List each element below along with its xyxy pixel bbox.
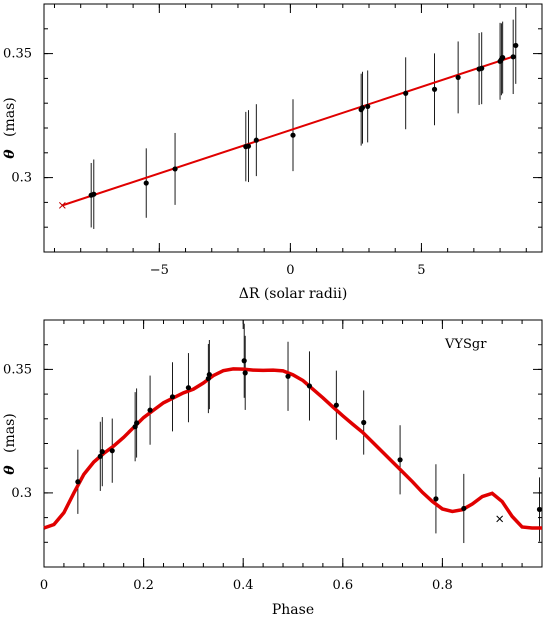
star-name-annotation: VYSgr	[444, 337, 487, 352]
top-rejected-point-group	[58, 202, 66, 209]
top-y-axis-title: θ (mas)	[2, 97, 18, 159]
data-point	[290, 132, 296, 138]
data-point	[205, 375, 211, 382]
data-point	[253, 137, 259, 143]
bottom-data-points	[75, 358, 543, 513]
data-point	[333, 402, 339, 408]
bottom-model-curve-group	[43, 367, 542, 530]
x-tick-label: −5	[150, 263, 169, 278]
data-point	[143, 180, 149, 186]
data-point	[172, 166, 178, 172]
data-point	[433, 496, 439, 502]
bottom-y-axis-symbol: θ	[2, 465, 18, 475]
y-tick-label: 0.3	[11, 171, 32, 186]
rejected-point-stroke-b	[58, 202, 66, 209]
top-data-points	[88, 42, 519, 198]
y-tick-label: 0.35	[3, 362, 32, 377]
top-tick-labels: −5 0 5 0.3 0.35	[3, 47, 426, 278]
data-point	[306, 383, 313, 389]
data-point	[513, 42, 519, 49]
data-point	[99, 449, 105, 455]
data-point	[75, 479, 81, 485]
data-point	[97, 453, 103, 459]
x-tick-label: 0.4	[233, 578, 254, 593]
rejected-point-stroke-b	[496, 515, 504, 523]
data-point	[169, 394, 176, 400]
data-point	[500, 54, 506, 61]
top-fit-line-group	[62, 55, 514, 207]
x-tick-label: 5	[417, 263, 425, 278]
top-x-axis-title: ΔR (solar radii)	[239, 286, 348, 302]
data-point	[91, 191, 97, 197]
panel-top: −5 0 5 0.3 0.35 ΔR (solar radii) θ (mas)	[2, 3, 543, 302]
data-point	[431, 86, 438, 92]
data-point	[147, 407, 153, 413]
data-point	[455, 74, 461, 81]
top-y-axis-unit: (mas)	[2, 97, 18, 137]
bottom-y-axis-title: θ (mas)	[2, 413, 18, 475]
data-point	[241, 358, 247, 364]
data-point	[397, 457, 403, 463]
bottom-rejected-point-group	[496, 515, 504, 523]
data-point	[109, 448, 115, 454]
x-tick-label: 0.6	[332, 578, 353, 593]
x-tick-label: 0	[40, 578, 48, 593]
data-point	[365, 103, 371, 110]
data-point	[245, 143, 252, 149]
data-point	[242, 370, 248, 376]
bottom-y-axis-unit: (mas)	[2, 413, 18, 453]
bottom-error-bars	[77, 323, 540, 544]
top-error-bars	[90, 6, 517, 229]
data-point	[134, 420, 140, 426]
y-tick-label: 0.3	[11, 486, 32, 501]
x-tick-label: 0.2	[133, 578, 154, 593]
data-point	[461, 505, 467, 512]
data-point	[206, 371, 212, 378]
pulsation-model-curve	[43, 367, 542, 530]
bottom-tick-labels: 0 0.2 0.4 0.6 0.8 0.3 0.35	[3, 362, 453, 593]
panel-bottom: 0 0.2 0.4 0.6 0.8 0.3 0.35 VYSgr Phase θ (mas)	[2, 319, 543, 618]
data-point	[403, 90, 409, 96]
x-tick-label: 0	[286, 263, 294, 278]
data-point	[479, 65, 485, 71]
data-point	[510, 54, 516, 60]
data-point	[285, 373, 291, 379]
x-tick-label: 0.8	[432, 578, 453, 593]
top-ticks	[44, 3, 542, 253]
y-tick-label: 0.35	[3, 47, 32, 62]
bottom-x-axis-title: Phase	[272, 602, 314, 618]
data-point	[361, 419, 367, 426]
bottom-ticks	[43, 319, 543, 568]
data-point	[359, 105, 366, 111]
data-point	[536, 506, 543, 513]
linear-fit-line	[62, 55, 514, 207]
top-y-axis-symbol: θ	[2, 149, 18, 159]
svg-text:θ (mas): θ (mas)	[2, 97, 18, 159]
svg-text:θ (mas): θ (mas)	[2, 413, 18, 475]
data-point	[185, 385, 192, 391]
